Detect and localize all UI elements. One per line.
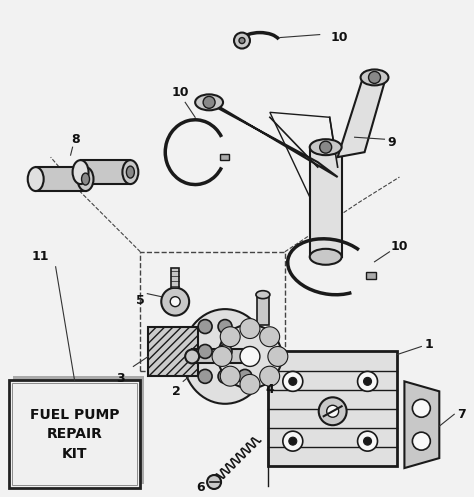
Ellipse shape — [361, 70, 389, 85]
Circle shape — [198, 320, 212, 333]
Circle shape — [220, 327, 240, 347]
Circle shape — [220, 366, 240, 386]
Circle shape — [260, 327, 280, 347]
Circle shape — [364, 377, 372, 385]
Text: 4: 4 — [265, 383, 274, 396]
Ellipse shape — [182, 309, 267, 404]
Ellipse shape — [73, 160, 89, 184]
Circle shape — [289, 437, 297, 445]
Ellipse shape — [310, 249, 342, 265]
Bar — [171, 268, 179, 288]
Text: 1: 1 — [425, 338, 434, 351]
Ellipse shape — [195, 94, 223, 110]
Circle shape — [198, 344, 212, 358]
Circle shape — [412, 432, 430, 450]
Text: 10: 10 — [331, 31, 348, 44]
Bar — [268, 351, 397, 466]
Polygon shape — [337, 73, 384, 157]
Ellipse shape — [28, 167, 44, 191]
Text: 6: 6 — [196, 482, 204, 495]
Circle shape — [369, 72, 381, 83]
Circle shape — [218, 369, 232, 383]
Ellipse shape — [310, 139, 342, 155]
Circle shape — [240, 319, 260, 338]
Circle shape — [198, 369, 212, 383]
Text: 11: 11 — [32, 250, 49, 263]
Circle shape — [207, 475, 221, 489]
Bar — [257, 295, 269, 325]
Circle shape — [357, 371, 377, 391]
Text: 8: 8 — [71, 133, 80, 146]
Bar — [148, 327, 198, 376]
Ellipse shape — [122, 160, 138, 184]
Text: 3: 3 — [116, 372, 125, 385]
Circle shape — [240, 346, 260, 366]
Bar — [13, 376, 144, 484]
Circle shape — [161, 288, 189, 316]
Circle shape — [268, 346, 288, 366]
Circle shape — [203, 96, 215, 108]
Circle shape — [319, 141, 332, 153]
Circle shape — [170, 297, 180, 307]
Bar — [36, 167, 85, 191]
Circle shape — [212, 346, 232, 366]
Circle shape — [239, 38, 245, 44]
Circle shape — [260, 366, 280, 386]
Circle shape — [412, 399, 430, 417]
Ellipse shape — [82, 173, 90, 185]
Circle shape — [240, 374, 260, 394]
Ellipse shape — [127, 166, 134, 178]
Bar — [12, 383, 137, 485]
Circle shape — [364, 437, 372, 445]
Polygon shape — [310, 147, 342, 257]
Text: 5: 5 — [136, 294, 145, 307]
Ellipse shape — [185, 349, 199, 363]
Bar — [192, 349, 244, 363]
Text: 10: 10 — [172, 86, 189, 99]
Ellipse shape — [78, 167, 93, 191]
Circle shape — [218, 320, 232, 333]
Circle shape — [357, 431, 377, 451]
Polygon shape — [404, 381, 439, 468]
Circle shape — [218, 344, 232, 358]
Circle shape — [218, 325, 282, 388]
Bar — [220, 154, 229, 160]
Text: 2: 2 — [172, 385, 181, 398]
Circle shape — [327, 405, 338, 417]
Circle shape — [283, 431, 303, 451]
Bar — [81, 160, 130, 184]
Circle shape — [319, 397, 346, 425]
Bar — [140, 252, 285, 371]
Text: 9: 9 — [387, 136, 396, 149]
Ellipse shape — [256, 291, 270, 299]
Bar — [9, 380, 140, 488]
Bar — [365, 272, 375, 279]
Text: FUEL PUMP
REPAIR
KIT: FUEL PUMP REPAIR KIT — [30, 408, 119, 461]
Polygon shape — [198, 97, 337, 177]
Circle shape — [289, 377, 297, 385]
Circle shape — [238, 369, 252, 383]
Circle shape — [283, 371, 303, 391]
Text: 10: 10 — [391, 241, 408, 253]
Text: 7: 7 — [457, 408, 465, 421]
Circle shape — [234, 33, 250, 49]
